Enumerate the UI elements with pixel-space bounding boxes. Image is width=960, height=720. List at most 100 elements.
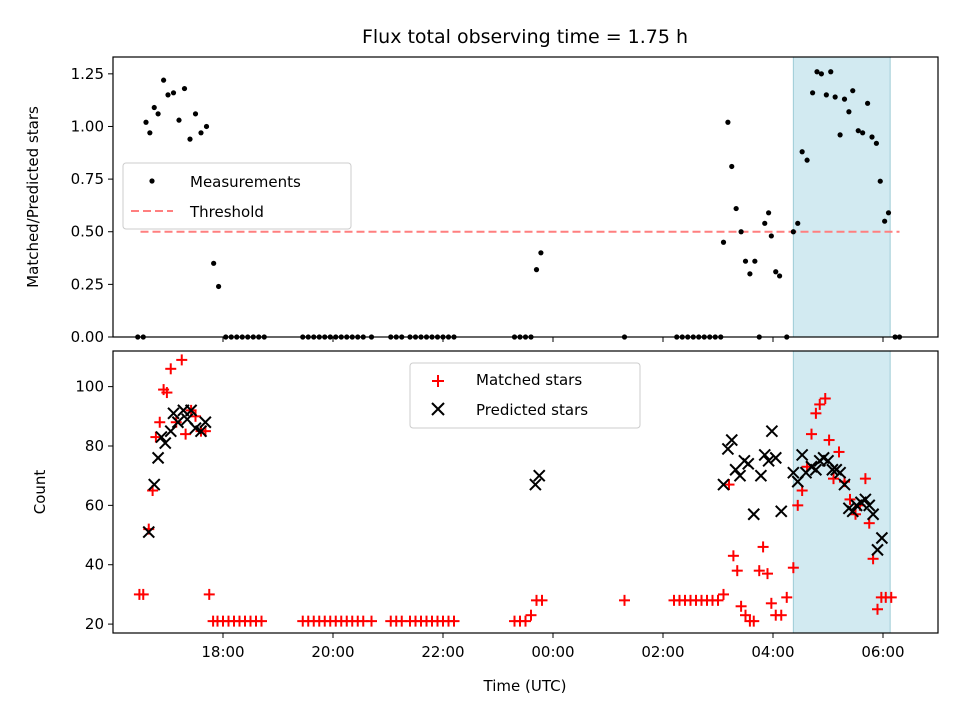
matched-star-point: [806, 428, 817, 440]
matched-stars-points: [133, 354, 897, 627]
predicted-star-point: [725, 433, 738, 447]
measurement-point: [198, 130, 204, 136]
measurement-point: [211, 260, 217, 266]
predicted-star-point: [838, 478, 851, 491]
matched-star-point: [775, 609, 787, 621]
matched-star-point: [781, 591, 793, 603]
matched-star-point: [757, 541, 769, 553]
matched-star-point: [203, 588, 215, 600]
matched-star-point: [859, 473, 871, 485]
measurement-point: [846, 109, 852, 115]
top-y-tick-label: 0.25: [71, 275, 104, 293]
predicted-star-point: [758, 448, 771, 462]
predicted-star-point: [164, 424, 177, 438]
legend-threshold-label: Threshold: [189, 203, 264, 221]
measurement-point: [828, 69, 834, 75]
x-tick-label: 06:00: [861, 643, 904, 661]
measurement-point: [143, 119, 149, 125]
matched-star-point: [448, 615, 460, 627]
top-y-tick-label: 1.00: [71, 117, 104, 135]
legend-matched-marker: [432, 375, 444, 387]
measurement-point: [729, 163, 735, 170]
x-tick-label: 04:00: [751, 643, 794, 661]
top-y-tick-label: 0.00: [71, 328, 104, 346]
bottom-panel: 20 40 60 80 100 18:00 20:00 22:00 00:00 02:00 04:…: [31, 350, 939, 695]
measurement-point: [165, 92, 171, 98]
top-y-ticks: 0.00 0.25 0.50 0.75 1.00 1.25: [71, 65, 113, 346]
bottom-y-tick-label: 80: [85, 437, 104, 455]
measurement-point: [738, 229, 744, 235]
matched-star-point: [810, 407, 822, 419]
measurement-point: [799, 149, 805, 155]
legend-matched-label: Matched stars: [476, 371, 582, 389]
predicted-star-point: [754, 469, 768, 482]
measurement-point: [810, 90, 816, 96]
measurement-point: [804, 157, 810, 163]
matched-star-point: [520, 615, 531, 627]
measurement-point: [877, 178, 883, 184]
top-y-tick-label: 0.50: [71, 223, 104, 241]
measurement-point: [882, 218, 888, 224]
matched-star-point: [753, 565, 765, 577]
measurement-point: [773, 269, 779, 275]
measurement-point: [216, 283, 222, 290]
matched-star-point: [828, 473, 839, 485]
predicted-star-point: [171, 416, 185, 429]
measurement-point: [170, 90, 177, 96]
predicted-star-point: [721, 442, 735, 456]
predicted-star-point: [809, 463, 823, 476]
measurement-point: [720, 239, 727, 245]
matched-star-point: [536, 594, 548, 606]
measurement-point: [151, 104, 157, 111]
bottom-y-tick-label: 20: [85, 615, 104, 633]
measurement-point: [181, 85, 188, 92]
predicted-star-point: [184, 404, 198, 417]
legend-measurement-marker: [149, 178, 155, 184]
measurement-point: [869, 134, 875, 140]
measurement-point: [766, 210, 772, 216]
measurement-point: [790, 229, 796, 235]
x-tick-label: 00:00: [531, 643, 574, 661]
matched-star-point: [718, 588, 729, 600]
matched-star-point: [525, 609, 537, 621]
measurement-point: [814, 69, 820, 75]
bottom-y-tick-label: 60: [85, 496, 104, 514]
measurement-point: [747, 271, 753, 277]
bottom-y-tick-label: 40: [85, 556, 104, 574]
measurement-point: [795, 220, 801, 226]
matched-star-point: [819, 392, 831, 404]
matched-star-point: [366, 615, 377, 627]
measurement-point: [823, 92, 829, 98]
predicted-star-point: [155, 430, 168, 444]
measurement-point: [818, 71, 825, 77]
x-tick-label: 02:00: [641, 643, 684, 661]
predicted-star-point: [742, 457, 755, 471]
measurement-point: [855, 128, 861, 134]
bottom-y-label: Count: [31, 470, 49, 515]
predicted-star-point: [159, 436, 172, 450]
predicted-star-point: [775, 505, 788, 518]
predicted-star-point: [717, 478, 730, 491]
matched-star-point: [823, 434, 835, 446]
chart-title: Flux total observing time = 1.75 h: [362, 26, 688, 48]
legend-predicted-label: Predicted stars: [476, 401, 588, 419]
x-tick-label: 18:00: [201, 643, 244, 661]
predicted-star-point: [769, 451, 782, 465]
measurement-points: [135, 69, 903, 340]
measurement-point: [777, 273, 783, 279]
predicted-star-point: [795, 448, 809, 462]
measurement-point: [885, 210, 892, 216]
matched-star-point: [256, 615, 267, 627]
predicted-star-point: [733, 469, 747, 482]
predicted-star-point: [533, 469, 546, 482]
bottom-x-ticks: 18:00 20:00 22:00 00:00 02:00 04:00 06:00: [201, 633, 905, 661]
measurement-point: [192, 111, 199, 117]
matched-star-point: [814, 398, 826, 410]
matched-star-point: [727, 550, 739, 562]
bottom-frame: [112, 350, 939, 634]
predicted-star-point: [875, 531, 889, 545]
matched-star-point: [787, 562, 799, 574]
measurement-point: [176, 117, 182, 123]
matched-star-point: [833, 446, 845, 458]
matched-star-point: [180, 428, 192, 440]
